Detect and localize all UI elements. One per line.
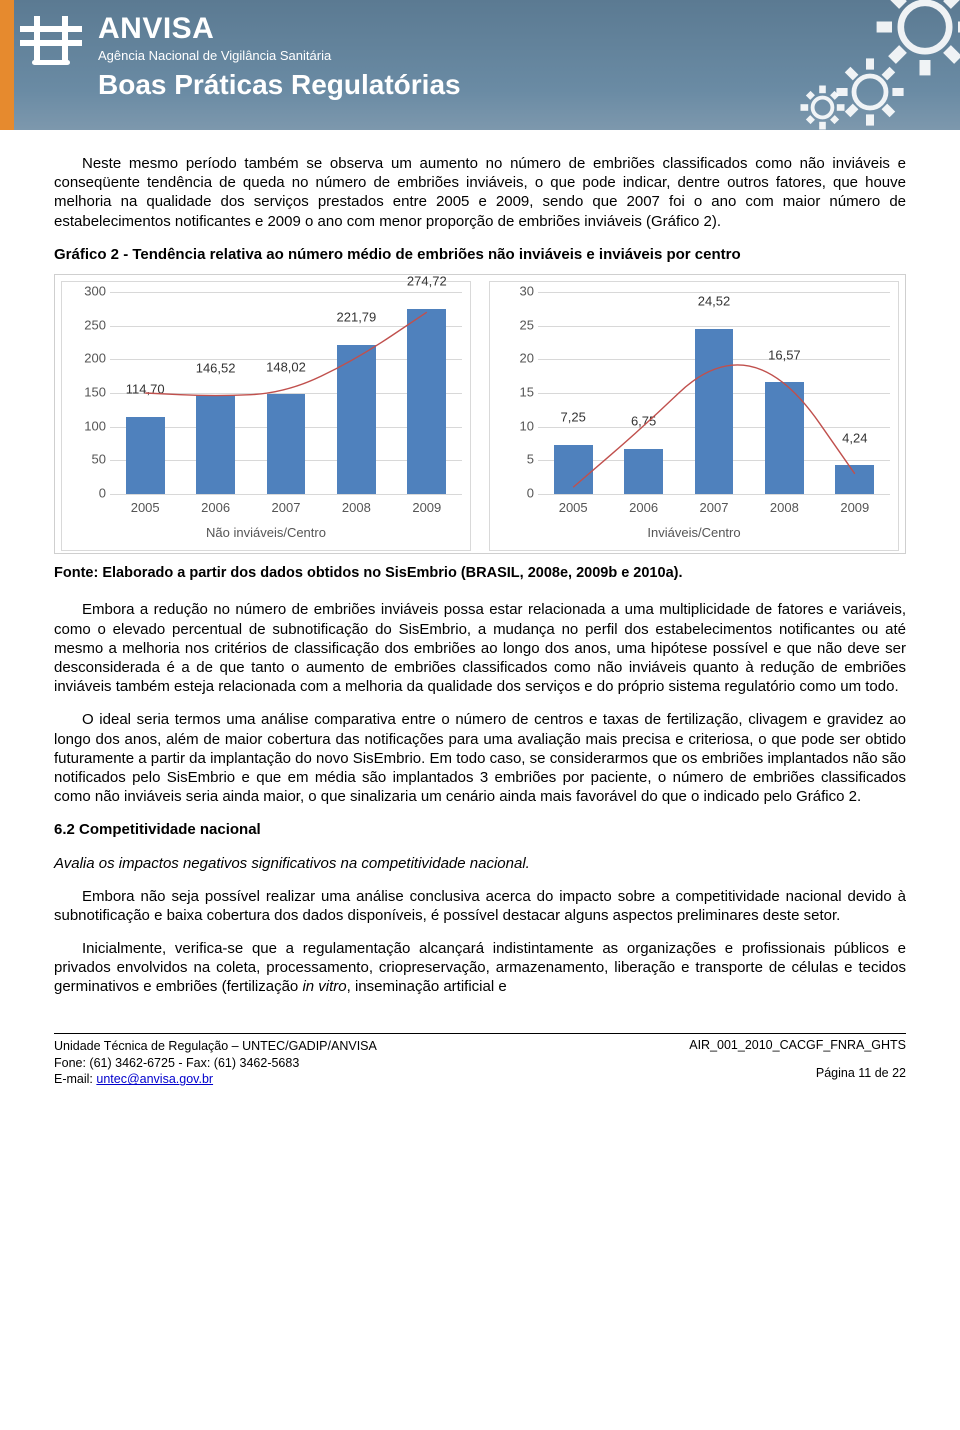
chart-title: Gráfico 2 - Tendência relativa ao número…	[54, 245, 906, 264]
x-tick: 2007	[272, 500, 301, 517]
chart-bar	[407, 309, 446, 494]
chart-bar	[267, 394, 306, 494]
gear-icon	[795, 80, 850, 130]
footer-email-link[interactable]: untec@anvisa.gov.br	[96, 1072, 213, 1086]
y-tick: 100	[66, 418, 106, 435]
footer-line-1: Unidade Técnica de Regulação – UNTEC/GAD…	[54, 1038, 377, 1055]
header-brand: ANVISA	[98, 12, 461, 46]
y-tick: 30	[494, 284, 534, 301]
paragraph-5: Inicialmente, verifica-se que a regulame…	[54, 939, 906, 997]
header-accent-strip	[0, 0, 14, 130]
y-tick: 200	[66, 351, 106, 368]
chart-source: Fonte: Elaborado a partir dos dados obti…	[54, 564, 906, 583]
bar-value-label: 221,79	[337, 309, 377, 326]
bar-value-label: 4,24	[842, 430, 867, 447]
chart-bar	[835, 465, 874, 494]
section-subheading: Avalia os impactos negativos significati…	[54, 854, 906, 873]
chart-right: 0 5 10 15 20 25 30 7,25 6,75 24,52 16,57 4,24 2005 2…	[489, 281, 899, 551]
bar-value-label: 274,72	[407, 274, 447, 291]
y-tick: 150	[66, 385, 106, 402]
bar-value-label: 148,02	[266, 359, 306, 376]
chart-bar	[126, 417, 165, 494]
chart-bar	[337, 345, 376, 494]
chart-left: 0 50 100 150 200 250 300 114,70 146,52 148,02 221,…	[61, 281, 471, 551]
charts-container: 050100150200250300114,70146,52148,02221,…	[54, 274, 906, 554]
chart-bar	[196, 395, 235, 494]
p5-part-b: in vitro	[302, 978, 346, 995]
page-body: Neste mesmo período também se observa um…	[0, 130, 960, 1027]
bar-value-label: 24,52	[698, 294, 731, 311]
footer-doc-id: AIR_001_2010_CACGF_FNRA_GHTS	[689, 1038, 906, 1052]
chart-bar	[624, 449, 663, 494]
y-tick: 0	[494, 486, 534, 503]
y-tick: 50	[66, 452, 106, 469]
anvisa-logo-icon	[20, 16, 82, 78]
p5-part-c: , inseminação artificial e	[347, 978, 507, 995]
bar-value-label: 6,75	[631, 413, 656, 430]
footer-line-2: Fone: (61) 3462-6725 - Fax: (61) 3462-56…	[54, 1055, 377, 1072]
chart-right-xtitle: Inviáveis/Centro	[490, 525, 898, 542]
page-header: ANVISA Agência Nacional de Vigilância Sa…	[0, 0, 960, 130]
paragraph-3: O ideal seria termos uma análise compara…	[54, 710, 906, 806]
bar-value-label: 16,57	[768, 347, 801, 364]
y-tick: 15	[494, 385, 534, 402]
x-tick: 2009	[840, 500, 869, 517]
paragraph-2: Embora a redução no número de embriões i…	[54, 600, 906, 696]
x-tick: 2007	[700, 500, 729, 517]
chart-left-xtitle: Não inviáveis/Centro	[62, 525, 470, 542]
section-heading: 6.2 Competitividade nacional	[54, 820, 906, 839]
x-tick: 2005	[131, 500, 160, 517]
x-tick: 2009	[412, 500, 441, 517]
bar-value-label: 7,25	[561, 410, 586, 427]
bar-value-label: 114,70	[126, 381, 165, 398]
header-motto: Boas Práticas Regulatórias	[98, 69, 461, 101]
y-tick: 10	[494, 418, 534, 435]
paragraph-1: Neste mesmo período também se observa um…	[54, 154, 906, 231]
y-tick: 250	[66, 317, 106, 334]
footer-email-label: E-mail:	[54, 1072, 96, 1086]
y-tick: 20	[494, 351, 534, 368]
y-tick: 0	[66, 486, 106, 503]
chart-bar	[695, 329, 734, 494]
paragraph-4: Embora não seja possível realizar uma an…	[54, 887, 906, 925]
header-tagline: Agência Nacional de Vigilância Sanitária	[98, 48, 461, 63]
x-tick: 2008	[770, 500, 799, 517]
x-tick: 2006	[201, 500, 230, 517]
footer-page-num: Página 11 de 22	[689, 1066, 906, 1080]
page-footer: Unidade Técnica de Regulação – UNTEC/GAD…	[54, 1033, 906, 1089]
x-tick: 2005	[559, 500, 588, 517]
y-tick: 5	[494, 452, 534, 469]
y-tick: 25	[494, 317, 534, 334]
chart-bar	[765, 382, 804, 494]
x-tick: 2006	[629, 500, 658, 517]
bar-value-label: 146,52	[196, 360, 236, 377]
y-tick: 300	[66, 284, 106, 301]
x-tick: 2008	[342, 500, 371, 517]
chart-bar	[554, 445, 593, 494]
